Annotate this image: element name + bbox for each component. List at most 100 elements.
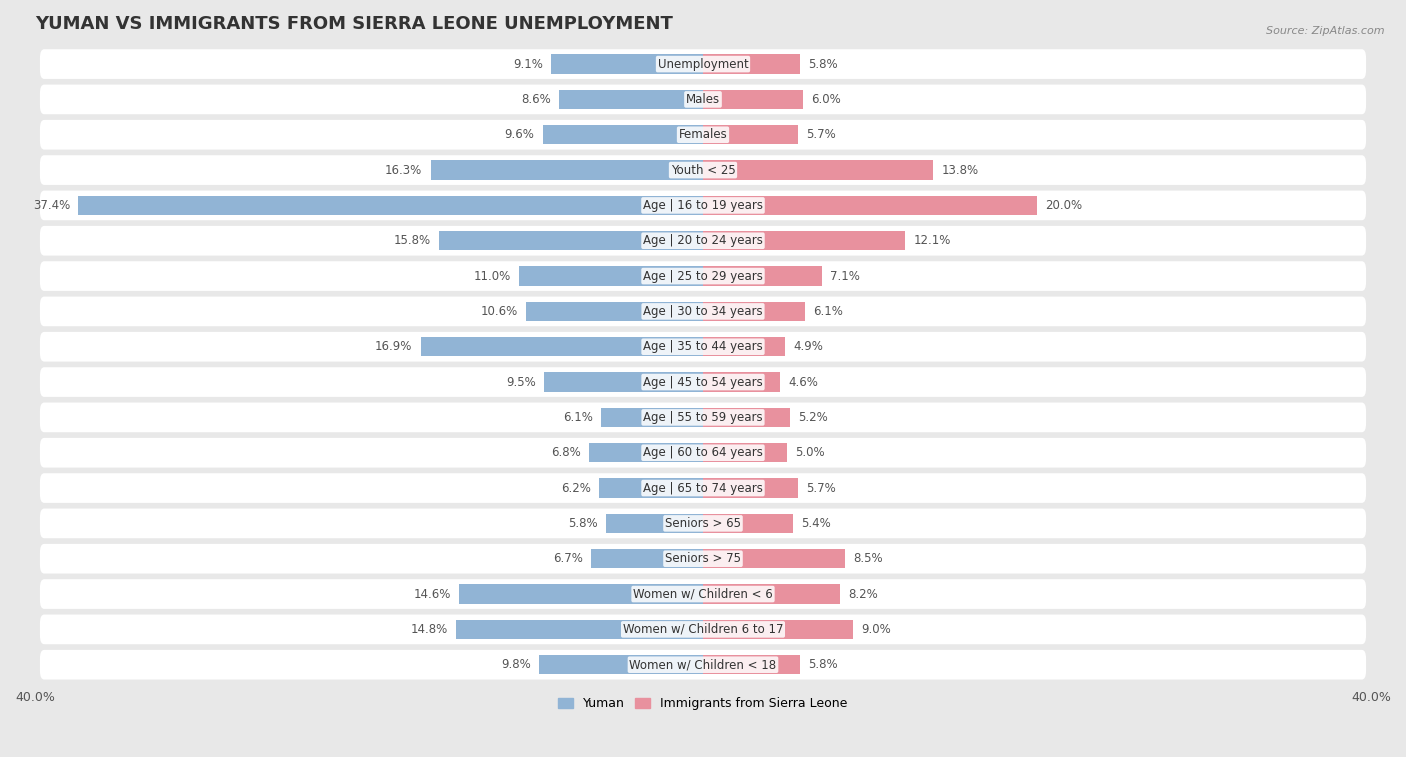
Text: Youth < 25: Youth < 25 — [671, 164, 735, 176]
Text: YUMAN VS IMMIGRANTS FROM SIERRA LEONE UNEMPLOYMENT: YUMAN VS IMMIGRANTS FROM SIERRA LEONE UN… — [35, 15, 673, 33]
Bar — [703, 55, 800, 73]
Text: Seniors > 65: Seniors > 65 — [665, 517, 741, 530]
Bar — [519, 266, 703, 286]
Text: Age | 35 to 44 years: Age | 35 to 44 years — [643, 340, 763, 354]
FancyBboxPatch shape — [39, 367, 1367, 397]
Text: 6.1%: 6.1% — [562, 411, 593, 424]
Text: Males: Males — [686, 93, 720, 106]
Bar — [703, 478, 799, 498]
Text: Women w/ Children < 18: Women w/ Children < 18 — [630, 659, 776, 671]
Text: 4.9%: 4.9% — [793, 340, 823, 354]
Text: Age | 45 to 54 years: Age | 45 to 54 years — [643, 375, 763, 388]
Text: 6.2%: 6.2% — [561, 481, 591, 494]
Bar — [420, 337, 703, 357]
Bar — [703, 231, 905, 251]
Text: 5.4%: 5.4% — [801, 517, 831, 530]
Text: 6.7%: 6.7% — [553, 552, 582, 565]
Text: 15.8%: 15.8% — [394, 234, 430, 248]
Legend: Yuman, Immigrants from Sierra Leone: Yuman, Immigrants from Sierra Leone — [554, 692, 852, 715]
Text: Females: Females — [679, 128, 727, 142]
Text: Age | 55 to 59 years: Age | 55 to 59 years — [643, 411, 763, 424]
Text: 5.8%: 5.8% — [808, 659, 838, 671]
Text: Women w/ Children < 6: Women w/ Children < 6 — [633, 587, 773, 600]
Text: 9.0%: 9.0% — [862, 623, 891, 636]
Text: 9.6%: 9.6% — [505, 128, 534, 142]
FancyBboxPatch shape — [39, 261, 1367, 291]
Text: 6.0%: 6.0% — [811, 93, 841, 106]
Bar — [602, 408, 703, 427]
Text: 8.6%: 8.6% — [522, 93, 551, 106]
Text: Age | 30 to 34 years: Age | 30 to 34 years — [643, 305, 763, 318]
Bar — [703, 125, 799, 145]
FancyBboxPatch shape — [39, 297, 1367, 326]
Text: 11.0%: 11.0% — [474, 269, 510, 282]
Text: 9.5%: 9.5% — [506, 375, 536, 388]
FancyBboxPatch shape — [39, 509, 1367, 538]
Text: Age | 60 to 64 years: Age | 60 to 64 years — [643, 446, 763, 459]
FancyBboxPatch shape — [39, 120, 1367, 150]
Bar — [551, 55, 703, 73]
Bar — [703, 337, 785, 357]
FancyBboxPatch shape — [39, 650, 1367, 680]
Text: 8.2%: 8.2% — [848, 587, 879, 600]
Bar — [703, 89, 803, 109]
Bar — [79, 196, 703, 215]
FancyBboxPatch shape — [39, 226, 1367, 256]
Text: 5.7%: 5.7% — [807, 481, 837, 494]
Text: 9.1%: 9.1% — [513, 58, 543, 70]
Text: 5.8%: 5.8% — [568, 517, 598, 530]
Text: 5.8%: 5.8% — [808, 58, 838, 70]
Text: 12.1%: 12.1% — [914, 234, 950, 248]
Text: 5.0%: 5.0% — [794, 446, 824, 459]
Text: 20.0%: 20.0% — [1046, 199, 1083, 212]
Bar — [703, 655, 800, 674]
Text: Source: ZipAtlas.com: Source: ZipAtlas.com — [1267, 26, 1385, 36]
FancyBboxPatch shape — [39, 615, 1367, 644]
Text: 16.3%: 16.3% — [385, 164, 422, 176]
Text: 14.8%: 14.8% — [411, 623, 447, 636]
Text: 5.2%: 5.2% — [799, 411, 828, 424]
FancyBboxPatch shape — [39, 49, 1367, 79]
Text: Age | 16 to 19 years: Age | 16 to 19 years — [643, 199, 763, 212]
Bar — [526, 302, 703, 321]
Bar — [703, 266, 821, 286]
Text: 7.1%: 7.1% — [830, 269, 860, 282]
Bar — [591, 549, 703, 569]
FancyBboxPatch shape — [39, 579, 1367, 609]
Text: 16.9%: 16.9% — [375, 340, 412, 354]
Bar — [703, 443, 786, 463]
Text: Age | 65 to 74 years: Age | 65 to 74 years — [643, 481, 763, 494]
Bar — [703, 620, 853, 639]
Bar — [543, 125, 703, 145]
Text: 9.8%: 9.8% — [501, 659, 531, 671]
Text: 6.8%: 6.8% — [551, 446, 581, 459]
FancyBboxPatch shape — [39, 332, 1367, 362]
FancyBboxPatch shape — [39, 403, 1367, 432]
FancyBboxPatch shape — [39, 85, 1367, 114]
Bar — [599, 478, 703, 498]
Text: Women w/ Children 6 to 17: Women w/ Children 6 to 17 — [623, 623, 783, 636]
Bar — [560, 89, 703, 109]
Text: 5.7%: 5.7% — [807, 128, 837, 142]
Bar — [544, 372, 703, 392]
FancyBboxPatch shape — [39, 155, 1367, 185]
Bar — [703, 549, 845, 569]
Text: 14.6%: 14.6% — [413, 587, 451, 600]
Bar — [540, 655, 703, 674]
FancyBboxPatch shape — [39, 544, 1367, 574]
Bar — [703, 408, 790, 427]
Bar — [703, 160, 934, 180]
Text: 10.6%: 10.6% — [481, 305, 517, 318]
Text: 4.6%: 4.6% — [789, 375, 818, 388]
Bar — [430, 160, 703, 180]
Bar — [703, 514, 793, 533]
Bar — [606, 514, 703, 533]
Text: 6.1%: 6.1% — [813, 305, 844, 318]
FancyBboxPatch shape — [39, 191, 1367, 220]
FancyBboxPatch shape — [39, 438, 1367, 468]
FancyBboxPatch shape — [39, 473, 1367, 503]
Text: Age | 20 to 24 years: Age | 20 to 24 years — [643, 234, 763, 248]
Text: 37.4%: 37.4% — [32, 199, 70, 212]
Text: Age | 25 to 29 years: Age | 25 to 29 years — [643, 269, 763, 282]
Bar — [460, 584, 703, 604]
